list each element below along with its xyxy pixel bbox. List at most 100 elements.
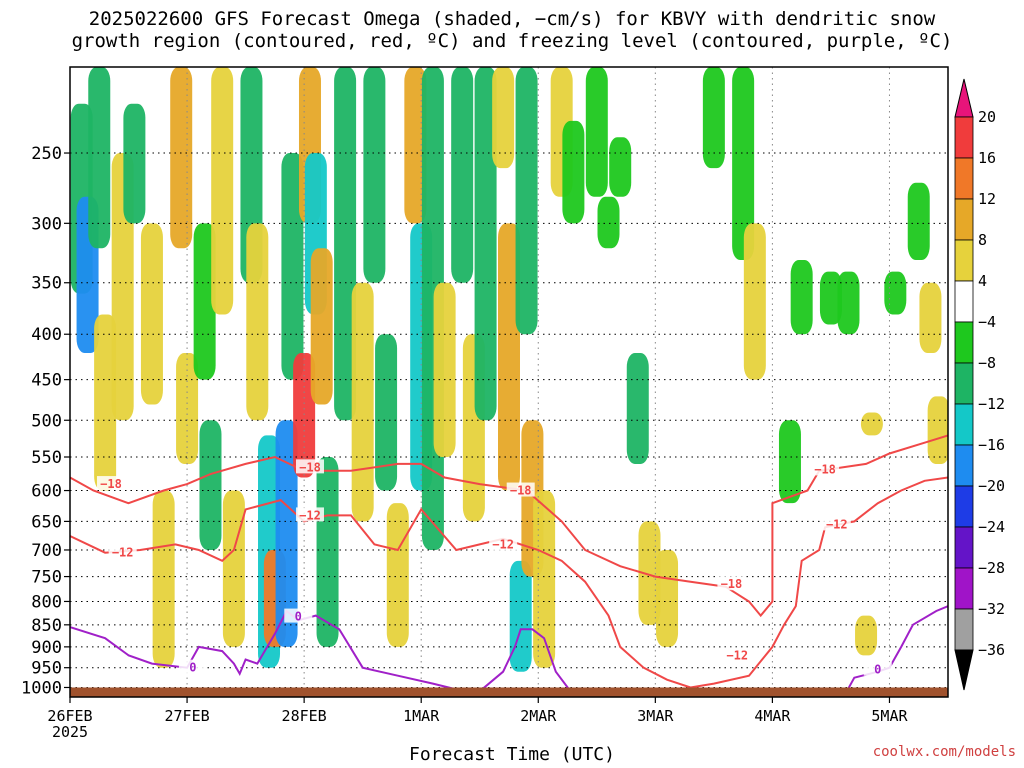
colorbar-label-9: −20: [978, 477, 1005, 495]
y-axis: 2503003504004505005506006507007508008509…: [21, 144, 70, 698]
contour-label-bg-1-1: [295, 507, 324, 522]
contour-2: [70, 609, 480, 697]
omega-cell-54: [778, 420, 801, 504]
colorbar-swatch-12: [954, 567, 974, 610]
contour-1: [70, 476, 948, 689]
omega-cell-60: [884, 271, 907, 315]
chart-title-line-1: 2025022600 GFS Forecast Omega (shaded, −…: [88, 8, 936, 30]
contour-label-0-1: −18: [299, 460, 321, 474]
y-tick-label-300: 300: [31, 214, 62, 234]
omega-cell-61: [907, 182, 930, 261]
omega-cell-6: [140, 223, 163, 405]
colorbar-label-11: −28: [978, 559, 1005, 577]
omega-cell-23: [310, 248, 333, 405]
omega-cell-46: [597, 196, 620, 249]
colorbar-swatch-1: [954, 116, 974, 159]
colorbar-swatch-2: [954, 157, 974, 200]
colorbar-label-1: 16: [978, 149, 996, 167]
contour-layer: −18 −18 −18 −18 −18 −12 −12 −12 −12 −12 0 0 0: [70, 434, 948, 697]
y-tick-label-400: 400: [31, 325, 62, 345]
y-tick-label-600: 600: [31, 482, 62, 502]
colorbar-label-6: −8: [978, 354, 996, 372]
contour-label-bg-1-4: [822, 516, 851, 531]
omega-cell-36: [474, 67, 497, 421]
colorbar-swatch-11: [954, 526, 974, 569]
plot-frame: [69, 66, 949, 698]
contour-label-bg-1-3: [723, 647, 752, 662]
omega-cell-7: [152, 490, 175, 668]
omega-cell-51: [702, 67, 725, 169]
colorbar-label-2: 12: [978, 190, 996, 208]
x-start-year-label: 2025: [52, 723, 88, 741]
omega-cell-5: [123, 103, 146, 224]
colorbar-top-arrow: [954, 78, 974, 118]
omega-cell-11: [199, 420, 222, 550]
omega-shading-layer: [70, 67, 948, 672]
colorbar-label-0: 20: [978, 108, 996, 126]
colorbar-label-4: 4: [978, 272, 987, 290]
colorbar-label-13: −36: [978, 641, 1005, 659]
omega-cell-10: [193, 223, 216, 380]
omega-cell-39: [509, 560, 532, 672]
colorbar-label-12: −32: [978, 600, 1005, 618]
y-tick-label-450: 450: [31, 371, 62, 391]
x-axis: 26FEB 27FEB 28FEB 1MAR 2MAR 3MAR 4MAR 5MAR 2025: [47, 697, 908, 741]
omega-cell-40: [515, 67, 538, 335]
omega-cell-15: [246, 223, 269, 421]
contour-label-1-4: −12: [826, 517, 848, 531]
y-tick-label-650: 650: [31, 512, 62, 532]
colorbar-swatch-6: [954, 321, 974, 364]
omega-cell-8: [170, 67, 193, 249]
omega-cell-45: [585, 67, 608, 197]
omega-cell-47: [609, 137, 632, 197]
y-tick-label-250: 250: [31, 144, 62, 164]
colorbar-swatch-9: [954, 444, 974, 487]
contour-label-bg-0-0: [96, 476, 125, 491]
omega-cell-62: [919, 282, 942, 354]
omega-cell-53: [743, 223, 766, 380]
colorbar-swatch-4: [954, 239, 974, 282]
contour-label-2-0: 0: [189, 661, 196, 675]
colorbar: 20 16 12 8 4 −4 −8 −12 −16 −20 −24 −28 −32 −36: [954, 78, 1005, 691]
y-tick-label-1000: 1000: [21, 678, 62, 698]
x-tick-label-1: 27FEB: [164, 707, 209, 725]
omega-cell-55: [790, 260, 813, 335]
grid-layer: [69, 67, 948, 697]
omega-cell-33: [433, 282, 456, 457]
omega-cell-57: [837, 271, 860, 335]
x-tick-label-7: 5MAR: [871, 707, 908, 725]
chart-title-line-2: growth region (contoured, red, ºC) and f…: [71, 30, 953, 52]
y-tick-label-700: 700: [31, 541, 62, 561]
contour-label-bg-1-0: [108, 544, 137, 559]
colorbar-swatch-13: [954, 608, 974, 651]
omega-cell-27: [363, 67, 386, 283]
credit-text: coolwx.com/models: [872, 744, 1016, 760]
omega-cell-44: [562, 120, 585, 224]
y-tick-label-500: 500: [31, 411, 62, 431]
omega-cell-34: [451, 67, 474, 283]
colorbar-swatch-5: [954, 280, 974, 323]
omega-cell-18: [275, 420, 298, 647]
contour-label-bg-4-0: [863, 661, 892, 676]
omega-cell-63: [927, 396, 948, 464]
omega-cell-59: [860, 412, 883, 436]
contour-label-0-4: −18: [814, 462, 836, 476]
contour-label-bg-2-0: [178, 659, 207, 674]
contour-3: [479, 628, 575, 696]
omega-cell-37: [492, 67, 515, 169]
contour-label-bg-2-1: [284, 608, 313, 623]
omega-cell-38: [498, 223, 520, 491]
x-tick-label-2: 28FEB: [282, 707, 327, 725]
omega-cell-2: [88, 67, 111, 249]
x-axis-label: Forecast Time (UTC): [409, 744, 615, 765]
omega-cell-13: [222, 490, 245, 647]
contour-label-bg-1-2: [489, 536, 518, 551]
colorbar-swatch-7: [954, 362, 974, 405]
colorbar-swatch-8: [954, 403, 974, 446]
colorbar-label-8: −16: [978, 436, 1005, 454]
contour-4: [842, 605, 948, 697]
contour-label-1-0: −12: [112, 546, 134, 560]
colorbar-swatch-3: [954, 198, 974, 241]
